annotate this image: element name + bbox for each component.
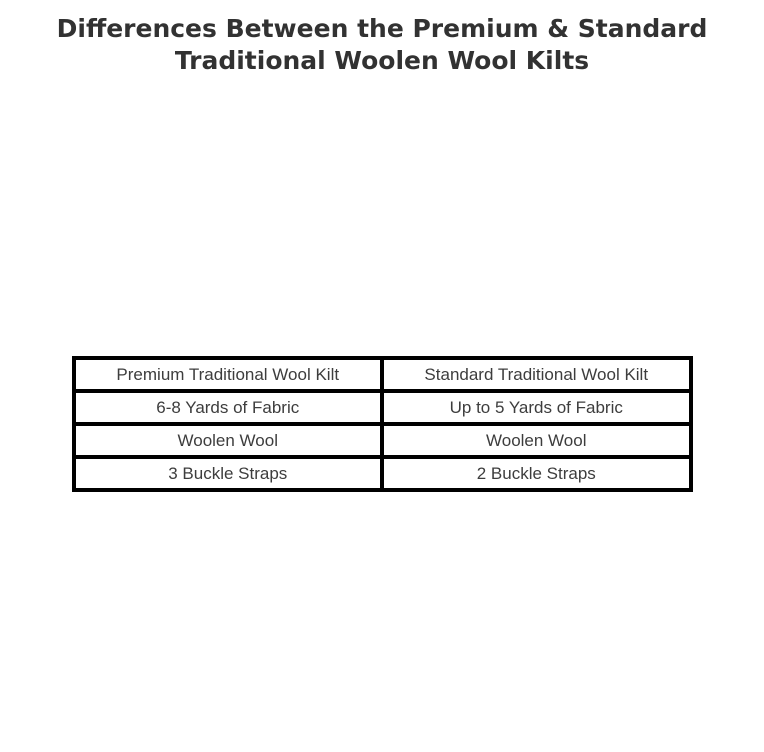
table-row: Woolen Wool Woolen Wool (73, 424, 691, 457)
table-row: Premium Traditional Wool Kilt Standard T… (73, 358, 691, 391)
table-row: 6-8 Yards of Fabric Up to 5 Yards of Fab… (73, 391, 691, 424)
table-cell-premium-material: Woolen Wool (73, 424, 382, 457)
table-cell-standard-fabric: Up to 5 Yards of Fabric (382, 391, 691, 424)
kilt-comparison-table: Premium Traditional Wool Kilt Standard T… (71, 356, 693, 492)
table-row: 3 Buckle Straps 2 Buckle Straps (73, 457, 691, 490)
table-cell-premium-straps: 3 Buckle Straps (73, 457, 382, 490)
kilt-comparison-table-body: Premium Traditional Wool Kilt Standard T… (73, 358, 691, 490)
table-cell-premium-name: Premium Traditional Wool Kilt (73, 358, 382, 391)
table-cell-premium-fabric: 6-8 Yards of Fabric (73, 391, 382, 424)
page-title: Differences Between the Premium & Standa… (56, 14, 708, 75)
table-cell-standard-material: Woolen Wool (382, 424, 691, 457)
table-cell-standard-straps: 2 Buckle Straps (382, 457, 691, 490)
table-cell-standard-name: Standard Traditional Wool Kilt (382, 358, 691, 391)
